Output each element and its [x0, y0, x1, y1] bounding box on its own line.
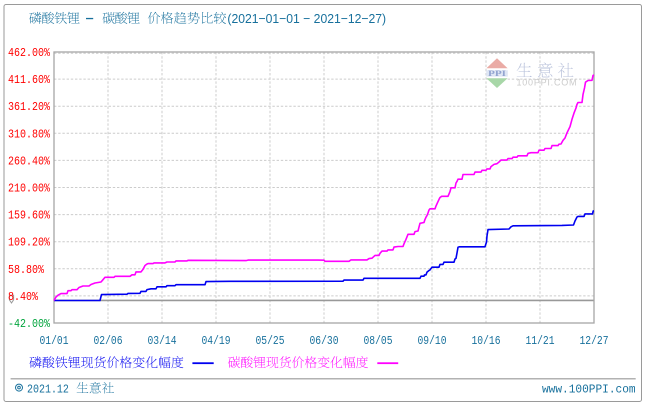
svg-text:06/30: 06/30 — [310, 334, 339, 348]
svg-text:03/14: 03/14 — [148, 334, 177, 348]
svg-text:210.00%: 210.00% — [8, 182, 51, 196]
svg-text:11/21: 11/21 — [526, 334, 555, 348]
svg-text:09/10: 09/10 — [418, 334, 447, 348]
svg-text:08/05: 08/05 — [364, 334, 393, 348]
svg-text:58.80%: 58.80% — [8, 263, 45, 277]
svg-text:310.80%: 310.80% — [8, 127, 51, 141]
svg-text:www.100PPI.com: www.100PPI.com — [542, 383, 636, 397]
svg-text:04/19: 04/19 — [202, 334, 231, 348]
svg-text:02/06: 02/06 — [94, 334, 123, 348]
svg-text:(2021−01−01 − 2021−12−27): (2021−01−01 − 2021−12−27) — [227, 11, 386, 26]
svg-text:8.40%: 8.40% — [8, 290, 39, 304]
svg-text:411.60%: 411.60% — [8, 73, 51, 87]
svg-text:109.20%: 109.20% — [8, 236, 51, 250]
svg-text:100PPI.COM: 100PPI.COM — [517, 77, 577, 87]
svg-text:12/27: 12/27 — [580, 334, 609, 348]
svg-text:10/16: 10/16 — [472, 334, 501, 348]
svg-text:-42.00%: -42.00% — [8, 317, 51, 331]
svg-text:PPI: PPI — [488, 69, 506, 78]
svg-text:2021.12: 2021.12 — [27, 383, 69, 397]
svg-text:159.60%: 159.60% — [8, 209, 51, 223]
svg-text:462.00%: 462.00% — [8, 46, 51, 60]
svg-text:361.20%: 361.20% — [8, 100, 51, 114]
svg-text:01/01: 01/01 — [40, 334, 69, 348]
svg-text:05/25: 05/25 — [256, 334, 285, 348]
svg-text:260.40%: 260.40% — [8, 154, 51, 168]
